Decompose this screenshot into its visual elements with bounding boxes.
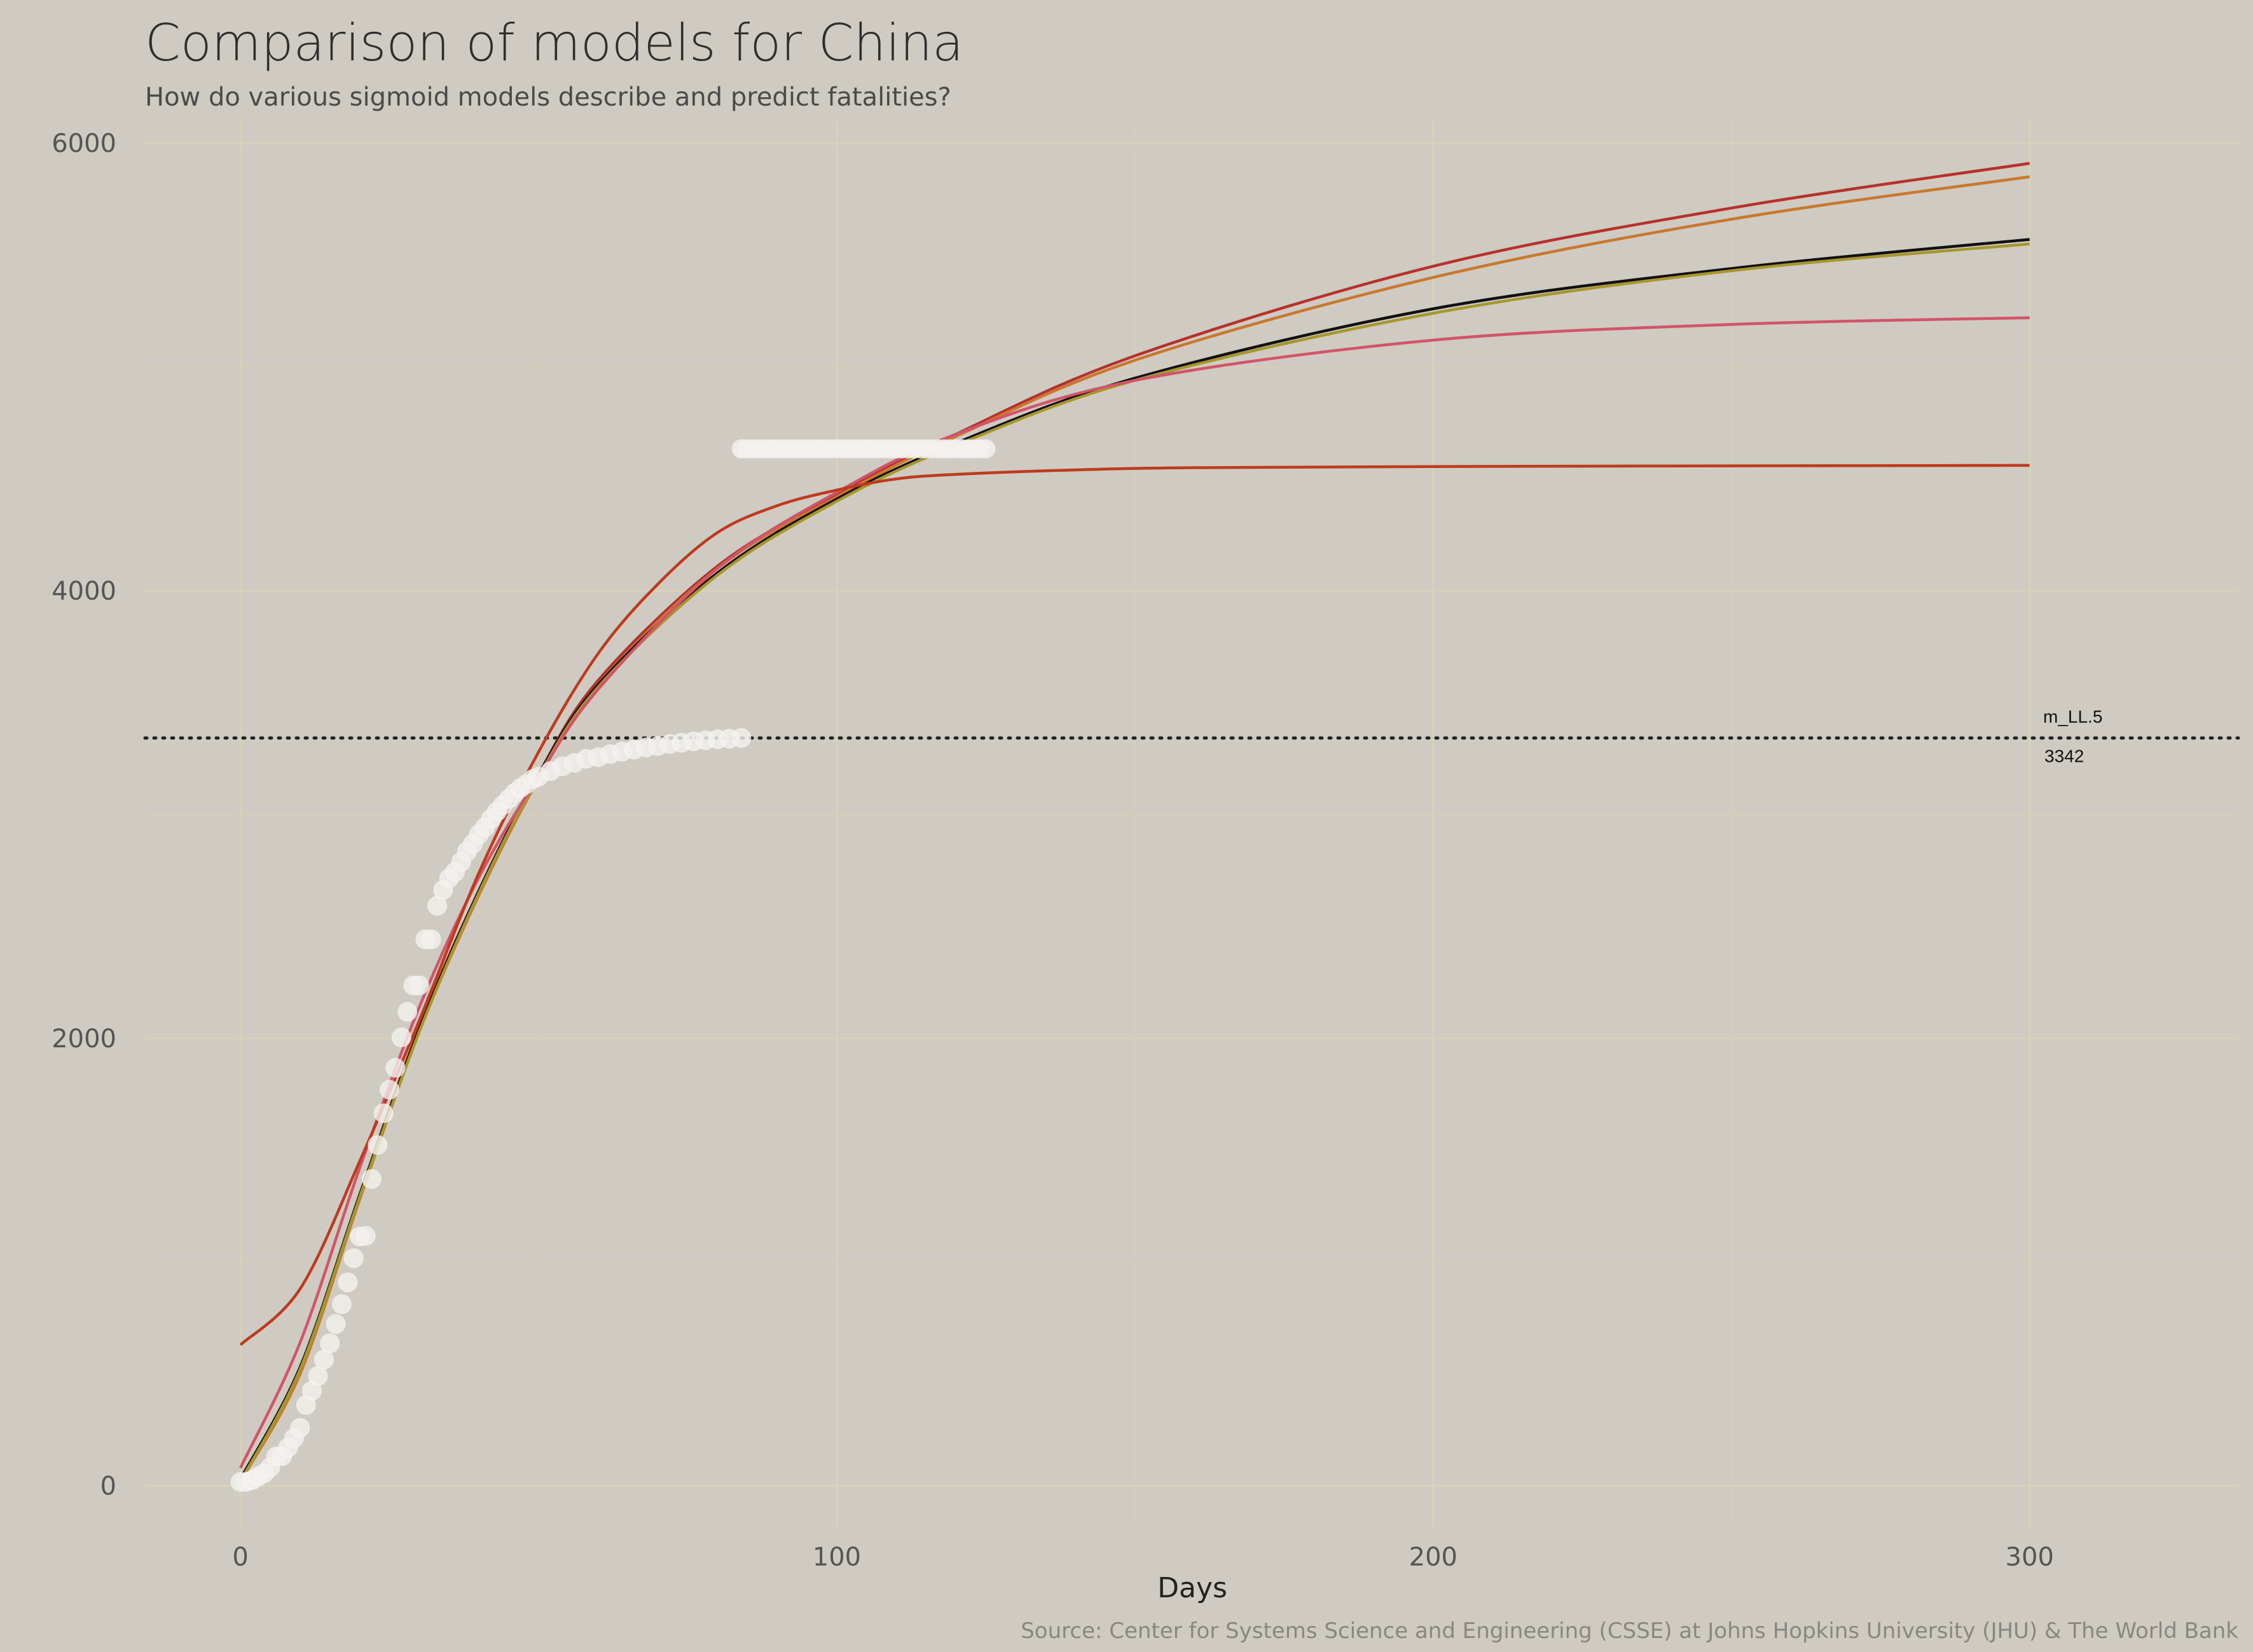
plateau-point <box>976 439 996 458</box>
x-tick-label: 200 <box>1409 1543 1457 1572</box>
grid <box>145 121 2238 1526</box>
reference-line-label: m_LL.5 <box>2043 707 2102 727</box>
observed-point <box>320 1333 340 1353</box>
observed-point <box>326 1314 346 1334</box>
observed-point <box>368 1135 388 1155</box>
observed-point <box>332 1294 352 1314</box>
reference-line-group: m_LL.5 3342 <box>143 707 2240 766</box>
y-tick-label: 4000 <box>52 577 116 606</box>
x-tick-label: 100 <box>813 1543 861 1572</box>
observed-point <box>409 975 429 996</box>
chart-title: Comparison of models for China <box>145 13 963 72</box>
observed-point <box>731 728 752 748</box>
y-tick-label: 0 <box>100 1472 116 1501</box>
x-tick-label: 0 <box>232 1543 248 1572</box>
observed-points <box>230 439 996 1492</box>
observed-point <box>338 1272 358 1293</box>
y-tick-label: 2000 <box>52 1024 116 1054</box>
observed-point <box>385 1057 406 1078</box>
x-axis-label: Days <box>1157 1572 1227 1604</box>
chart-caption: Source: Center for Systems Science and E… <box>1021 1618 2238 1644</box>
x-tick-label: 300 <box>2006 1543 2054 1572</box>
observed-point <box>397 1002 418 1022</box>
reference-line-value: 3342 <box>2044 747 2084 766</box>
tick-labels: 0 100 200 300 0 2000 4000 6000 <box>52 129 2054 1572</box>
observed-point <box>380 1080 400 1100</box>
y-tick-label: 6000 <box>52 129 116 158</box>
chart-subtitle: How do various sigmoid models describe a… <box>145 83 951 112</box>
model-curve-6 <box>239 464 2030 1346</box>
observed-point <box>355 1226 376 1246</box>
observed-point <box>361 1169 382 1189</box>
observed-point <box>373 1103 394 1124</box>
observed-point <box>343 1248 364 1269</box>
observed-point <box>290 1418 310 1438</box>
observed-point <box>421 929 441 949</box>
observed-point <box>391 1027 411 1047</box>
